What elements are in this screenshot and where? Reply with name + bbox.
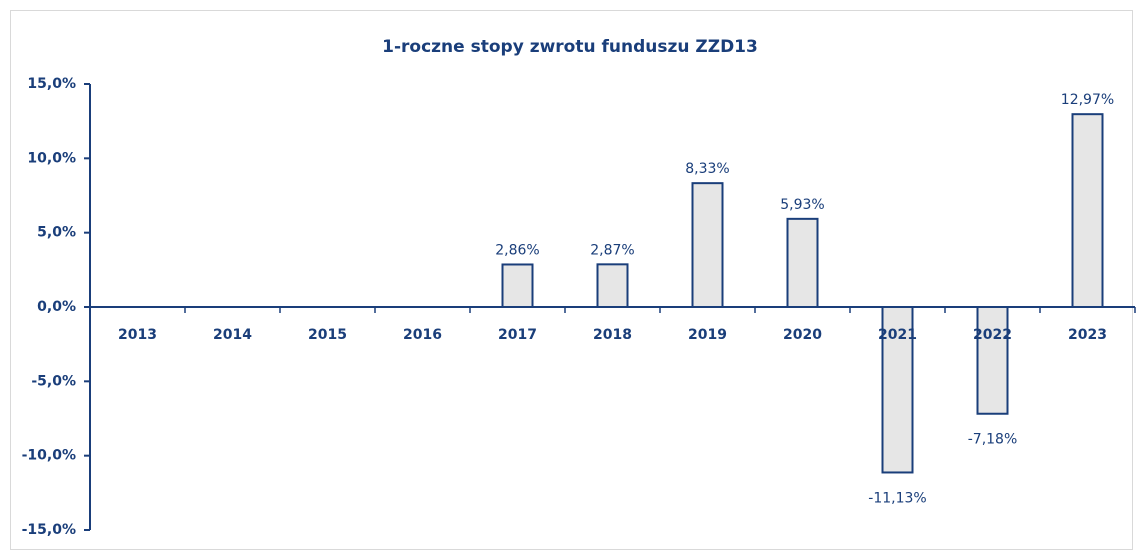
x-tick-label: 2013 — [118, 327, 157, 343]
bar — [976, 306, 1009, 415]
data-label: 2,86% — [495, 242, 539, 258]
x-tick-label: 2015 — [308, 327, 347, 343]
x-tick-label: 2021 — [878, 327, 917, 343]
y-tick-label: 10,0% — [27, 150, 76, 166]
bar — [691, 182, 724, 308]
data-label: -7,18% — [968, 432, 1018, 448]
bar — [786, 217, 819, 308]
x-tick-label: 2022 — [973, 327, 1012, 343]
y-tick-label: 5,0% — [37, 225, 76, 241]
y-tick-label: -5,0% — [31, 373, 76, 389]
x-tick-label: 2019 — [688, 327, 727, 343]
data-label: 12,97% — [1061, 92, 1114, 108]
bar — [501, 263, 534, 308]
x-tick-label: 2016 — [403, 327, 442, 343]
x-tick-label: 2017 — [498, 327, 537, 343]
bar — [596, 263, 629, 309]
y-tick-label: 15,0% — [27, 76, 76, 92]
y-tick-label: -10,0% — [22, 448, 76, 464]
data-label: 5,93% — [780, 197, 824, 213]
data-label: -11,13% — [868, 490, 926, 506]
bar — [881, 306, 914, 474]
data-label: 2,87% — [590, 242, 634, 258]
x-tick-label: 2014 — [213, 327, 252, 343]
bar — [1071, 113, 1104, 308]
x-tick-label: 2020 — [783, 327, 822, 343]
x-tick-label: 2018 — [593, 327, 632, 343]
chart-title: 1-roczne stopy zwrotu funduszu ZZD13 — [382, 37, 758, 57]
y-tick-label: -15,0% — [22, 522, 76, 538]
y-tick-label: 0,0% — [37, 299, 76, 315]
data-label: 8,33% — [685, 161, 729, 177]
x-tick-label: 2023 — [1068, 327, 1107, 343]
chart-border — [10, 10, 1133, 550]
